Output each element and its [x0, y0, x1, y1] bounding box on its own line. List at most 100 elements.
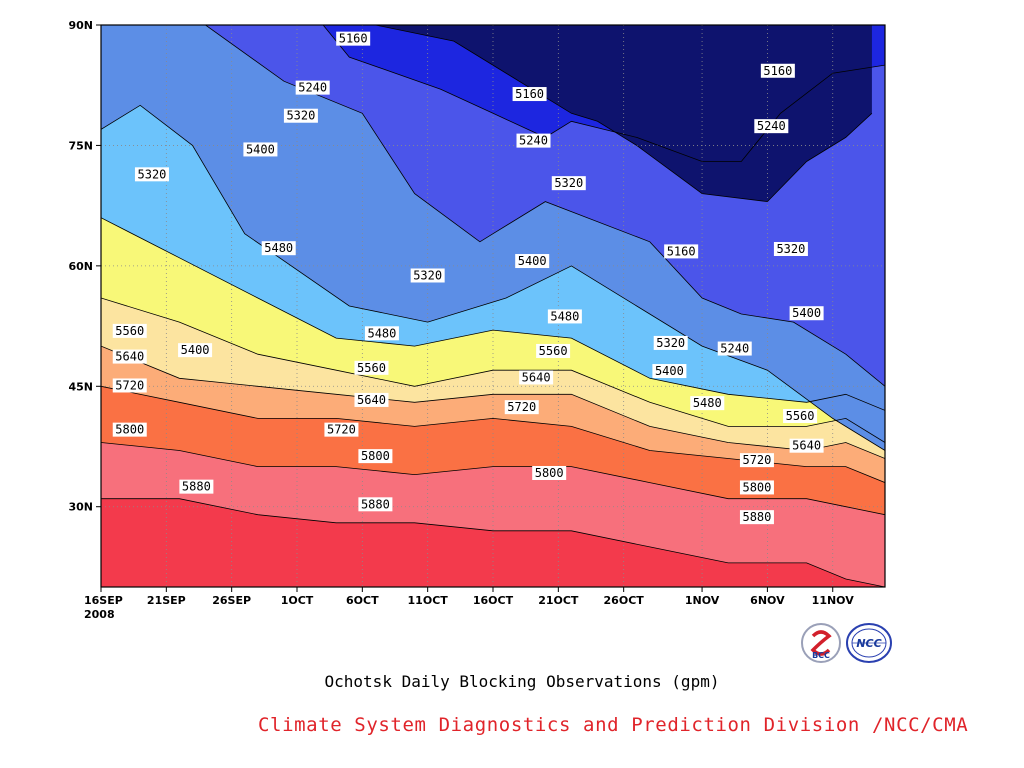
x-axis-year-label: 2008 [84, 608, 115, 621]
contour-label-box [112, 323, 147, 338]
contour-label: 5400 [789, 306, 824, 321]
y-tick-label: 45N [68, 380, 93, 393]
contour-label-text: 5560 [357, 361, 386, 375]
contour-line-5560 [101, 297, 885, 443]
contour-label: 5240 [516, 133, 551, 148]
contour-label-text: 5560 [539, 344, 568, 358]
contour-label-box [134, 167, 169, 182]
contour-label-box [178, 343, 213, 358]
contour-label: 5480 [261, 241, 296, 256]
contour-label-box [504, 400, 539, 415]
contour-label-text: 5240 [298, 81, 327, 95]
contour-label-box [283, 108, 318, 123]
contour-label: 5480 [547, 309, 582, 324]
contour-label-box [354, 392, 389, 407]
contour-label: 5720 [504, 400, 539, 415]
contour-label-text: 5320 [138, 167, 167, 181]
contour-label-text: 5240 [519, 134, 548, 148]
contour-label-text: 5640 [792, 439, 821, 453]
contour-label-box [760, 63, 795, 78]
contour-label-box [739, 510, 774, 525]
contour-label: 5240 [717, 341, 752, 356]
contour-line-5160 [101, 25, 873, 203]
contour-label: 5640 [519, 370, 554, 385]
contour-label-text: 5400 [518, 254, 547, 268]
contour-label: 5560 [783, 408, 818, 423]
x-tick-label: 26OCT [604, 594, 645, 607]
contour-label-text: 5160 [667, 244, 696, 258]
contour-label-text: 5640 [115, 350, 144, 364]
contour-label-text: 5320 [286, 109, 315, 123]
x-tick-label: 11NOV [812, 594, 855, 607]
contour-label: 5720 [739, 453, 774, 468]
contour-label-box [664, 244, 699, 259]
contour-label: 5720 [112, 378, 147, 393]
contour-label-text: 5720 [507, 400, 536, 414]
contour-label-box [358, 497, 393, 512]
x-axis: 16SEP 21SEP 26SEP 1OCT 6OCT 11OCT 16OCT 21OCT 26… [84, 587, 854, 621]
contour-label-text: 5160 [339, 32, 368, 46]
x-tick-label: 16OCT [473, 594, 514, 607]
contour-label: 5160 [512, 87, 547, 102]
contour-label-text: 5560 [115, 324, 144, 338]
y-axis: 90N 75N 60N 45N 30N [68, 19, 101, 514]
contour-line-5400 [101, 104, 885, 451]
contour-label: 5640 [112, 349, 147, 364]
contour-label: 5320 [410, 268, 445, 283]
contour-label-box [536, 343, 571, 358]
contour-label-box [243, 142, 278, 157]
contour-label-text: 5400 [181, 343, 210, 357]
contour-label: 5640 [789, 438, 824, 453]
contour-label-box [354, 360, 389, 375]
contour-label-text: 5880 [182, 480, 211, 494]
contour-line-5240 [322, 25, 885, 162]
contour-label-text: 5480 [367, 326, 396, 340]
contour-labels: 5160 5160 5160 5160 5240 5240 5240 5240 5320 5320… [112, 31, 824, 525]
contour-label-box [179, 479, 214, 494]
credit-line: Climate System Diagnostics and Predictio… [258, 714, 969, 736]
contour-label-text: 5640 [357, 393, 386, 407]
x-tick-label: 6OCT [346, 594, 379, 607]
contour-label-box [112, 349, 147, 364]
contour-label-box [512, 87, 547, 102]
ncc-logo: NCC [846, 623, 892, 663]
x-tick-label: 16SEP [84, 594, 123, 607]
contour-label-text: 5480 [693, 396, 722, 410]
contour-label-text: 5240 [757, 119, 786, 133]
contour-label-box [789, 438, 824, 453]
contour-label-box [690, 396, 725, 411]
contour-label-text: 5400 [792, 306, 821, 320]
contour-label: 5800 [112, 422, 147, 437]
contour-label-text: 5800 [742, 480, 771, 494]
contour-label-text: 5320 [413, 268, 442, 282]
bcc-logo: BCC [801, 623, 841, 663]
contour-label: 5560 [536, 343, 571, 358]
contour-label-text: 5160 [763, 64, 792, 78]
contour-label-text: 5800 [535, 466, 564, 480]
contour-label-text: 5800 [361, 449, 390, 463]
contour-label-text: 5160 [515, 87, 544, 101]
contour-label-text: 5720 [742, 453, 771, 467]
contour-label-text: 5480 [550, 309, 579, 323]
x-tick-label: 1NOV [685, 594, 720, 607]
contour-label-box [739, 480, 774, 495]
contour-label-box [551, 176, 586, 191]
contour-label: 5880 [358, 497, 393, 512]
y-tick-label: 75N [68, 139, 93, 152]
contour-label: 5480 [690, 396, 725, 411]
x-tick-label: 21OCT [538, 594, 579, 607]
contour-label: 5240 [295, 80, 330, 95]
contour-label-box [547, 309, 582, 324]
contour-label: 5320 [653, 335, 688, 350]
contour-label-box [532, 465, 567, 480]
contour-label-box [112, 378, 147, 393]
contour-label: 5320 [134, 167, 169, 182]
contour-label-box [515, 254, 550, 269]
band-5160 [101, 25, 872, 202]
contour-label-box [652, 364, 687, 379]
contour-label-box [754, 119, 789, 134]
contour-label-text: 5720 [115, 378, 144, 392]
contour-label-text: 5880 [361, 497, 390, 511]
contour-label-box [783, 408, 818, 423]
y-tick-label: 60N [68, 260, 93, 273]
